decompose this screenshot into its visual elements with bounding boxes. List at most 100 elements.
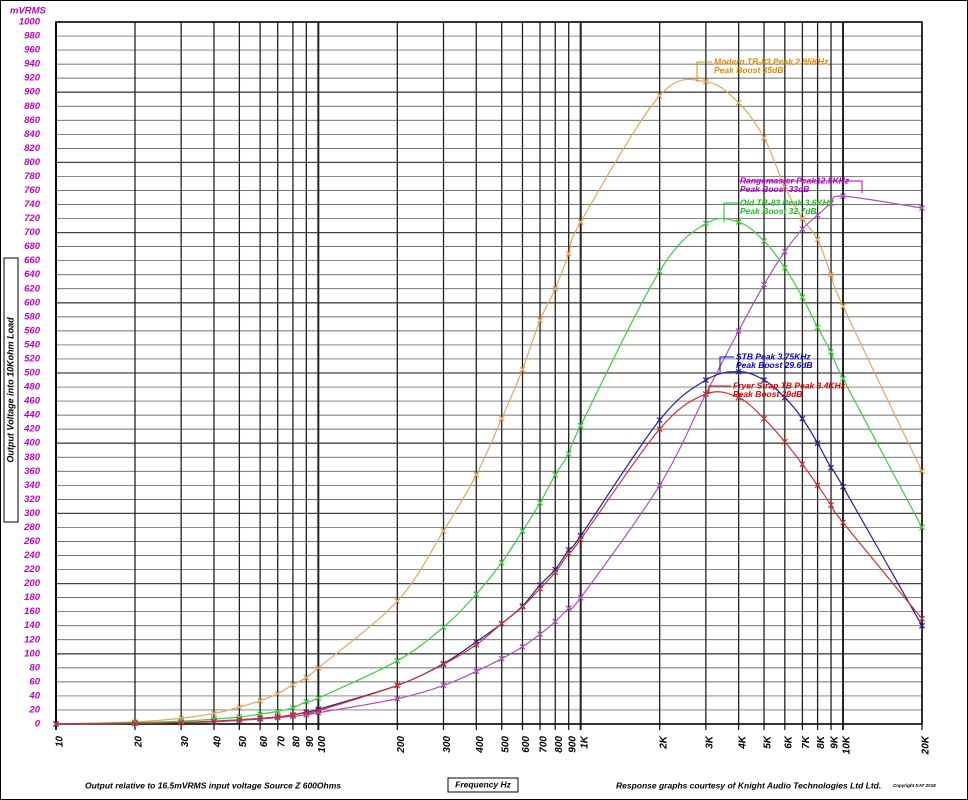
data-point bbox=[918, 615, 926, 622]
y-tick-label: 440 bbox=[23, 410, 41, 421]
data-point bbox=[473, 641, 480, 648]
x-tick-label: 1K bbox=[579, 735, 590, 749]
y-tick-label: 240 bbox=[23, 550, 41, 561]
y-tick-label: 780 bbox=[24, 171, 41, 182]
data-point bbox=[918, 622, 926, 629]
data-point bbox=[303, 674, 310, 681]
data-point bbox=[210, 710, 217, 717]
x-tick-label: 20K bbox=[921, 735, 932, 755]
data-point bbox=[537, 317, 544, 324]
y-tick-label: 180 bbox=[24, 592, 41, 603]
data-point bbox=[702, 376, 709, 384]
data-point bbox=[274, 690, 281, 697]
data-point bbox=[840, 519, 847, 526]
y-tick-label: 720 bbox=[24, 213, 41, 224]
footer-left: Output relative to 16.5mVRMS input volta… bbox=[85, 780, 341, 790]
data-point bbox=[537, 631, 544, 638]
y-tick-label: 600 bbox=[24, 297, 41, 308]
data-point bbox=[840, 303, 847, 310]
x-tick-label: 700 bbox=[539, 736, 550, 753]
y-tick-label: 140 bbox=[24, 620, 41, 631]
data-point bbox=[814, 324, 821, 331]
data-point bbox=[735, 99, 742, 106]
y-tick-label: 820 bbox=[24, 143, 41, 154]
y-tick-label: 840 bbox=[24, 129, 41, 140]
data-point bbox=[257, 715, 264, 722]
data-point bbox=[394, 695, 401, 702]
data-point bbox=[799, 226, 806, 233]
plot-border bbox=[55, 21, 923, 725]
data-point bbox=[236, 716, 243, 723]
y-axis-title-box bbox=[3, 257, 19, 523]
x-tick-label: 800 bbox=[554, 736, 565, 753]
copyright: Copyright KAT 2018 bbox=[893, 783, 936, 788]
y-tick-label: 680 bbox=[24, 241, 41, 252]
x-tick-label: 20 bbox=[134, 736, 145, 749]
data-point bbox=[735, 219, 742, 226]
x-tick-label: 30 bbox=[180, 736, 191, 748]
y-tick-label: 220 bbox=[23, 564, 41, 575]
data-point bbox=[315, 707, 322, 714]
data-point bbox=[303, 698, 310, 705]
data-point bbox=[473, 471, 480, 478]
data-point bbox=[519, 643, 526, 650]
y-tick-label: 480 bbox=[23, 382, 41, 393]
y-tick-label: 160 bbox=[24, 606, 41, 617]
y-tick-label: 400 bbox=[23, 438, 41, 449]
data-point bbox=[840, 193, 847, 200]
data-point bbox=[394, 657, 401, 664]
data-point bbox=[552, 618, 559, 625]
data-point bbox=[799, 415, 806, 422]
x-tick-label: 600 bbox=[521, 736, 532, 753]
data-point bbox=[537, 499, 544, 506]
data-point bbox=[735, 368, 742, 375]
y-unit: mVRMS bbox=[10, 6, 47, 17]
x-tick-label: 70 bbox=[276, 736, 287, 748]
x-tick-label: 400 bbox=[475, 736, 486, 754]
y-axis-title: Output Voltage into 10Kohm Load bbox=[5, 317, 15, 463]
series-line bbox=[55, 218, 923, 725]
data-point bbox=[565, 550, 572, 557]
data-point bbox=[702, 78, 709, 85]
data-point bbox=[498, 415, 505, 422]
data-point bbox=[473, 591, 480, 598]
annotation: Peak Boost 29dB bbox=[733, 389, 802, 399]
y-tick-label: 620 bbox=[24, 283, 41, 294]
data-point bbox=[827, 464, 835, 471]
data-point bbox=[274, 713, 281, 721]
data-point bbox=[315, 664, 322, 671]
x-tick-label: 2K bbox=[658, 735, 669, 750]
data-point bbox=[827, 348, 835, 355]
series-line bbox=[55, 195, 923, 725]
data-point bbox=[781, 183, 788, 190]
data-point bbox=[473, 668, 480, 675]
y-tick-label: 460 bbox=[23, 396, 41, 407]
x-tick-label: 10K bbox=[842, 735, 853, 754]
data-point bbox=[577, 536, 584, 543]
x-tick-label: 10 bbox=[55, 736, 66, 748]
data-point bbox=[781, 264, 788, 271]
data-point bbox=[761, 415, 768, 422]
data-point bbox=[827, 271, 835, 278]
data-point bbox=[814, 212, 821, 219]
y-tick-label: 300 bbox=[24, 508, 41, 519]
y-tick-label: 640 bbox=[24, 269, 41, 280]
data-point bbox=[814, 236, 821, 243]
y-tick-label: 360 bbox=[24, 466, 41, 477]
data-point bbox=[781, 248, 788, 255]
data-point bbox=[519, 527, 526, 534]
y-tick-label: 540 bbox=[24, 339, 41, 350]
data-point bbox=[440, 624, 447, 631]
data-point bbox=[537, 585, 544, 592]
data-point bbox=[519, 366, 526, 373]
data-point bbox=[918, 205, 926, 212]
y-tick-label: 560 bbox=[24, 325, 41, 336]
series-line bbox=[55, 391, 923, 725]
data-point bbox=[178, 719, 185, 726]
footer-right: Response graphs courtesy of Knight Audio… bbox=[616, 780, 881, 790]
x-tick-label: 7K bbox=[801, 735, 812, 749]
data-point bbox=[552, 569, 559, 576]
data-point bbox=[577, 422, 584, 429]
